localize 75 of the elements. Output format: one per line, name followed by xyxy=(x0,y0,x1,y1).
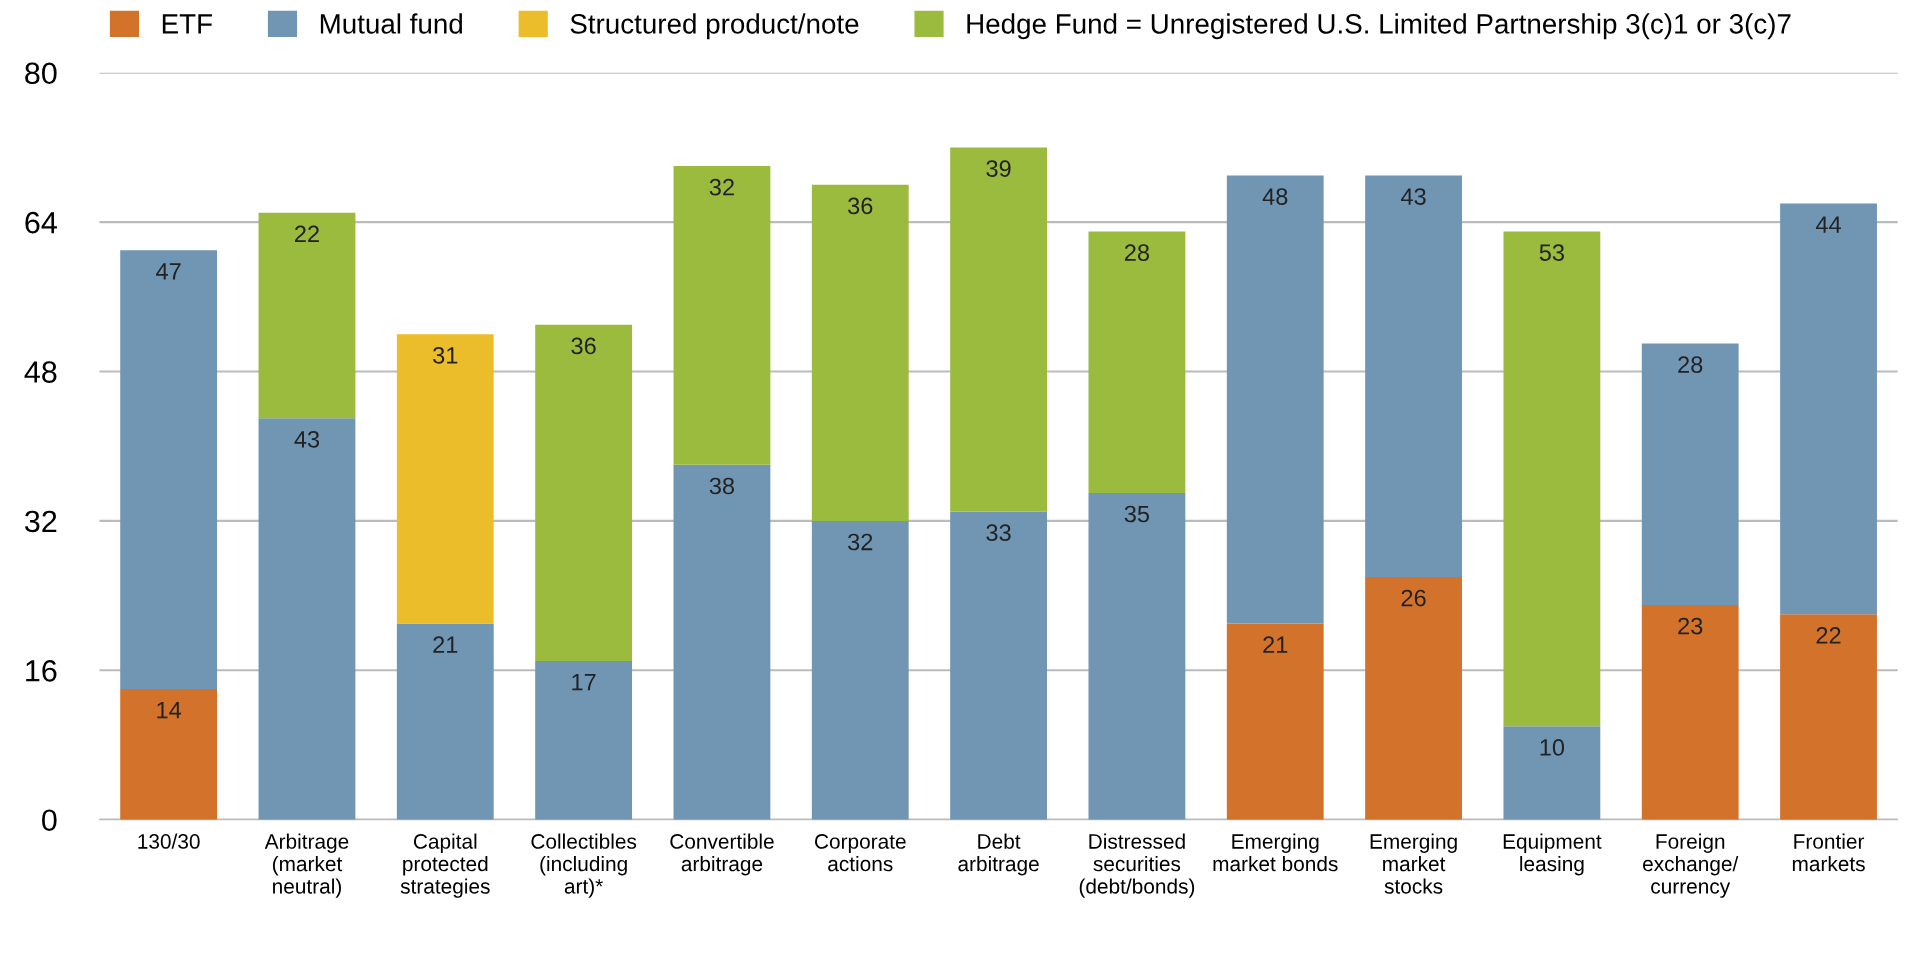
bar xyxy=(120,688,218,820)
y-tick-label: 0 xyxy=(42,809,57,832)
x-tick-label: Foreign exchange/ currency xyxy=(1643,833,1739,898)
bar xyxy=(396,623,494,820)
x-tick-label: 130/30 xyxy=(138,833,200,849)
bar xyxy=(811,520,909,820)
x-tick-label: Capital protected strategies xyxy=(400,833,490,898)
bar xyxy=(673,166,771,465)
data-label: 43 xyxy=(294,430,320,448)
bar xyxy=(1780,614,1877,820)
data-label: 26 xyxy=(1401,589,1426,607)
bar xyxy=(1365,576,1462,820)
y-tick-label: 16 xyxy=(26,660,57,682)
legend-label: Mutual fund xyxy=(320,13,462,34)
bar xyxy=(1503,726,1601,820)
data-label: 36 xyxy=(848,197,873,215)
data-label: 10 xyxy=(1540,739,1565,756)
x-tick-label: Debt arbitrage xyxy=(958,833,1039,876)
data-label: 32 xyxy=(848,533,873,551)
bar xyxy=(1641,604,1739,820)
bar xyxy=(1641,343,1739,605)
data-label: 48 xyxy=(1262,188,1288,205)
data-label: 35 xyxy=(1124,505,1150,523)
x-tick-label: Emerging market bonds xyxy=(1213,833,1338,872)
data-label: 31 xyxy=(433,346,458,364)
y-tick-label: 32 xyxy=(24,510,57,533)
x-tick-label: Collectibles (including art)* xyxy=(531,833,637,898)
x-tick-label: Corporate actions xyxy=(815,834,906,872)
x-tick-label: Emerging market stocks xyxy=(1370,833,1457,894)
x-tick-label: Equipment leasing xyxy=(1503,833,1602,876)
x-tick-label: Frontier markets xyxy=(1792,833,1865,872)
data-label: 17 xyxy=(572,673,596,691)
bar xyxy=(950,147,1047,512)
y-tick-label: 64 xyxy=(25,211,57,234)
bar xyxy=(1088,231,1186,493)
legend-label: Hedge Fund = Unregistered U.S. Limited Partnership 3(c)1 or 3(c)7 xyxy=(967,13,1791,40)
data-label: 33 xyxy=(986,524,1011,542)
data-label: 32 xyxy=(709,178,734,196)
data-label: 53 xyxy=(1539,244,1564,261)
bar xyxy=(396,334,494,624)
bar xyxy=(1365,175,1462,577)
bar xyxy=(1226,623,1324,820)
bar xyxy=(535,660,633,820)
y-tick-label: 80 xyxy=(25,62,57,85)
bar xyxy=(673,464,771,820)
bar xyxy=(1780,203,1877,615)
bar xyxy=(811,184,909,521)
bar xyxy=(1088,492,1186,820)
data-label: 39 xyxy=(986,160,1011,177)
data-label: 28 xyxy=(1124,244,1150,261)
data-label: 22 xyxy=(295,225,319,243)
x-tick-label: Arbitrage (market neutral) xyxy=(264,833,349,898)
data-label: 23 xyxy=(1678,617,1703,635)
bar xyxy=(1226,175,1324,624)
bar xyxy=(535,324,633,661)
bar xyxy=(1503,231,1601,727)
legend-label: Structured product/note xyxy=(570,13,859,40)
x-tick-label: Convertible arbitrage xyxy=(670,833,774,876)
data-label: 22 xyxy=(1816,627,1841,644)
data-label: 28 xyxy=(1678,356,1703,373)
data-label: 14 xyxy=(157,701,182,719)
data-label: 38 xyxy=(709,477,735,495)
bar xyxy=(950,511,1047,820)
data-label: 43 xyxy=(1400,188,1426,205)
data-label: 36 xyxy=(571,337,596,355)
data-label: 21 xyxy=(1263,636,1288,653)
data-label: 47 xyxy=(156,263,181,280)
x-tick-label: Distressed securities (debt/bonds) xyxy=(1079,833,1195,898)
data-label: 44 xyxy=(1815,216,1841,233)
bar xyxy=(258,418,356,820)
data-label: 21 xyxy=(433,636,458,653)
legend-label: ETF xyxy=(162,14,212,34)
bar xyxy=(258,212,356,419)
y-tick-label: 48 xyxy=(24,361,57,383)
bar xyxy=(120,250,218,689)
